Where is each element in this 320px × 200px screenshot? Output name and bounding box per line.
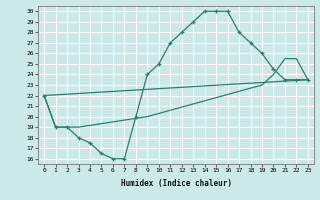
X-axis label: Humidex (Indice chaleur): Humidex (Indice chaleur) — [121, 179, 231, 188]
